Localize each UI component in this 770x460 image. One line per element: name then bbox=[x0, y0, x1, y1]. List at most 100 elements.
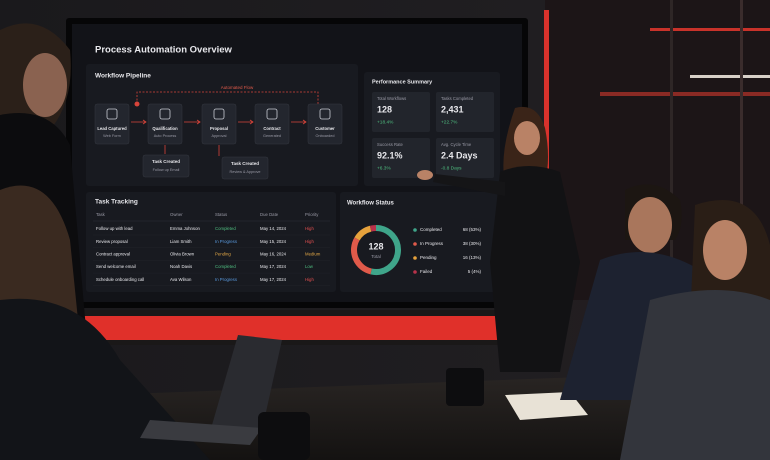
node-icon bbox=[213, 108, 225, 120]
kpi-value: 2,431 bbox=[441, 104, 464, 114]
table-cell: May 15, 2024 bbox=[260, 239, 287, 244]
connector bbox=[131, 119, 147, 125]
mullion bbox=[740, 0, 743, 260]
node-sub: Auto Process bbox=[154, 134, 177, 138]
kpi-label: Total Workflows bbox=[377, 96, 406, 101]
legend-dot bbox=[413, 228, 417, 232]
pipeline-node bbox=[201, 103, 237, 145]
task-sub: Review & Approve bbox=[229, 170, 260, 174]
kpi-value: 2.4 Days bbox=[441, 150, 478, 160]
person-face bbox=[703, 220, 747, 280]
donut-segment bbox=[370, 225, 401, 275]
table-cell: High bbox=[305, 277, 314, 282]
table-cell: Review proposal bbox=[96, 239, 128, 244]
node-sub: Generated bbox=[263, 134, 281, 138]
table-cell: In Progress bbox=[215, 239, 237, 244]
legend-name: In Progress bbox=[420, 241, 444, 246]
person-face bbox=[628, 197, 672, 253]
task-node bbox=[221, 156, 269, 180]
kpi-change: +6.3% bbox=[377, 165, 391, 171]
table-cell: Contract approval bbox=[96, 252, 130, 257]
task-node bbox=[142, 154, 190, 178]
pipeline-node bbox=[94, 103, 130, 145]
table-cell: May 17, 2024 bbox=[260, 264, 287, 269]
node-icon bbox=[266, 108, 278, 120]
red-light bbox=[650, 28, 770, 31]
legend-name: Pending bbox=[420, 255, 437, 260]
node-icon bbox=[159, 108, 171, 120]
laptop-screen bbox=[212, 335, 282, 430]
donut-segment bbox=[354, 225, 372, 241]
flow-dot bbox=[134, 101, 140, 107]
pipeline-node bbox=[254, 103, 290, 145]
node-label: Proposal bbox=[210, 126, 228, 131]
legend-dot bbox=[413, 242, 417, 246]
kpi-card bbox=[372, 92, 430, 132]
kpi-label: Tasks Completed bbox=[441, 96, 474, 101]
donut-total-label: Total bbox=[371, 254, 381, 259]
table-cell: May 17, 2024 bbox=[260, 277, 287, 282]
node-sub: Approval bbox=[212, 134, 227, 138]
table-header: Priority bbox=[305, 212, 319, 217]
table-cell: May 14, 2024 bbox=[260, 226, 287, 231]
table-cell: High bbox=[305, 226, 314, 231]
legend-value: 68 (53%) bbox=[463, 227, 482, 232]
legend-dot bbox=[413, 256, 417, 260]
legend-value: 5 (4%) bbox=[468, 269, 482, 274]
ceiling-light bbox=[690, 75, 770, 78]
flow-line bbox=[136, 91, 319, 104]
panel-title: Workflow Status bbox=[347, 201, 395, 207]
table-cell: Liam Smith bbox=[170, 239, 192, 244]
table-panel bbox=[86, 192, 336, 292]
led-strip bbox=[78, 316, 498, 340]
donut-segment bbox=[369, 225, 377, 232]
presenter-hand bbox=[417, 170, 433, 180]
legend-name: Completed bbox=[420, 227, 442, 232]
table-cell: Completed bbox=[215, 264, 236, 269]
node-label: Lead Captured bbox=[97, 126, 127, 131]
kpi-change: -0.8 Days bbox=[441, 165, 462, 171]
node-label: Contract bbox=[263, 126, 281, 131]
panel-title: Workflow Pipeline bbox=[95, 73, 151, 80]
panel-title: Performance Summary bbox=[372, 79, 433, 85]
table-cell: In Progress bbox=[215, 277, 237, 282]
table-cell: Pending bbox=[215, 252, 231, 257]
node-sub: Web Form bbox=[103, 134, 121, 138]
connector bbox=[184, 119, 201, 125]
legend-name: Failed bbox=[420, 269, 433, 274]
node-icon bbox=[106, 108, 118, 120]
legend-value: 16 (13%) bbox=[463, 255, 482, 260]
mullion bbox=[670, 0, 673, 300]
flow-label: Automated Flow bbox=[221, 85, 254, 90]
kpi-change: +22.7% bbox=[441, 119, 458, 125]
table-cell: Emma Johnson bbox=[170, 226, 200, 231]
table-header: Status bbox=[215, 212, 227, 217]
table-cell: High bbox=[305, 239, 314, 244]
task-label: Task Created bbox=[152, 159, 180, 164]
presenter-face bbox=[514, 121, 540, 155]
kpi-value: 92.1% bbox=[377, 150, 403, 160]
table-cell: Low bbox=[305, 264, 314, 269]
donut-segment bbox=[351, 237, 373, 275]
person-face bbox=[23, 53, 67, 117]
table-cell: Medium bbox=[305, 252, 321, 257]
panel-title: Task Tracking bbox=[95, 199, 138, 206]
table-cell: May 16, 2024 bbox=[260, 252, 287, 257]
connector bbox=[291, 119, 307, 125]
kpi-label: Success Rate bbox=[377, 142, 404, 147]
person-body bbox=[0, 298, 210, 460]
status-panel bbox=[340, 192, 500, 292]
presenter-body bbox=[490, 166, 580, 372]
legend-value: 38 (30%) bbox=[463, 241, 482, 246]
mug bbox=[258, 412, 310, 460]
table-cell: Ava Wilson bbox=[170, 277, 192, 282]
table-cell: Noah Davis bbox=[170, 264, 192, 269]
kpi-card bbox=[436, 92, 494, 132]
table-cell: Completed bbox=[215, 226, 236, 231]
kpi-card bbox=[372, 138, 430, 178]
node-icon bbox=[319, 108, 331, 120]
node-sub: Onboarded bbox=[316, 134, 335, 138]
presenter-arm bbox=[433, 174, 505, 196]
kpi-card bbox=[436, 138, 494, 178]
